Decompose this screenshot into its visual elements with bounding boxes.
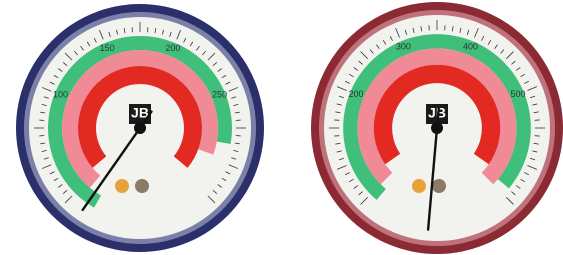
scale-label: 300 (396, 41, 411, 51)
scale-label: 100 (53, 89, 68, 99)
needle-hub (134, 122, 146, 134)
low-side-gauge: 100150200250JB (16, 4, 264, 252)
scale-label: 200 (165, 43, 180, 53)
scale-label: 400 (463, 41, 478, 51)
brand-dot (115, 179, 129, 193)
scale-label: 500 (511, 89, 526, 99)
scale-label: 150 (100, 43, 115, 53)
brand-dot (432, 179, 446, 193)
brand-dot (412, 179, 426, 193)
page: 100150200250JB 200300400500JB (() => { c… (0, 0, 563, 255)
brand-dot (135, 179, 149, 193)
needle-hub (431, 122, 443, 134)
scale-label: 250 (212, 89, 227, 99)
gauges-photo: 100150200250JB 200300400500JB (0, 0, 563, 255)
scale-label: 200 (348, 89, 363, 99)
